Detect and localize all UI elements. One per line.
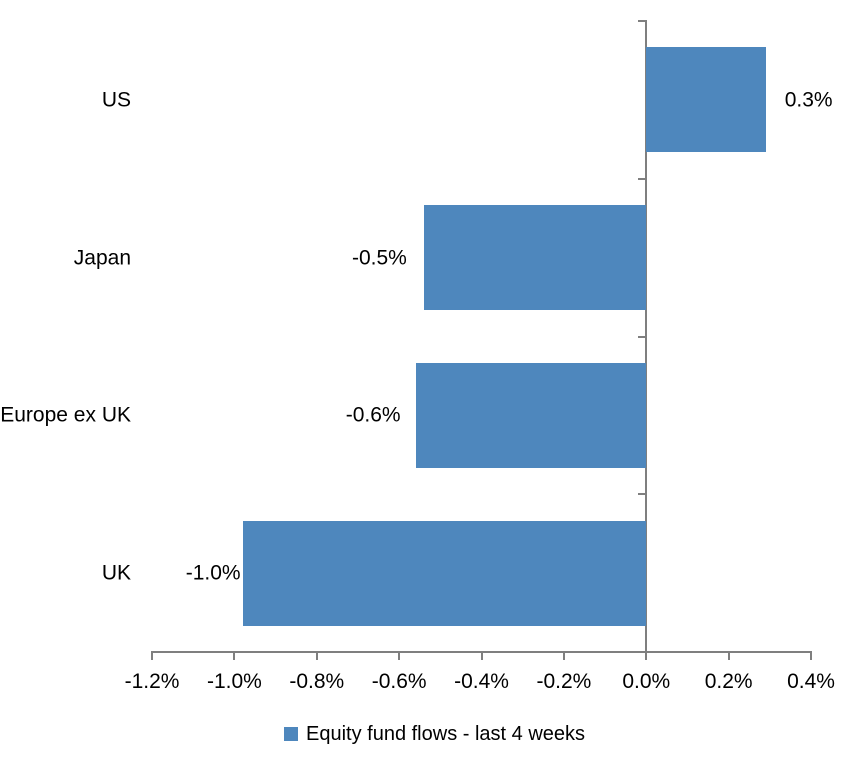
x-axis-tick bbox=[398, 652, 401, 660]
x-axis-tick bbox=[151, 652, 153, 660]
data-label-japan: -0.5% bbox=[351, 246, 407, 270]
category-axis-tick bbox=[638, 177, 646, 180]
category-axis-tick bbox=[638, 651, 646, 653]
x-axis-tick bbox=[315, 652, 318, 660]
bar-europe-ex-uk bbox=[415, 362, 647, 468]
x-axis-tick bbox=[810, 652, 812, 660]
x-tick-label: 0.0% bbox=[622, 670, 671, 693]
category-axis-tick bbox=[638, 20, 646, 22]
category-label-us: US bbox=[101, 88, 131, 112]
x-tick-label: -1.2% bbox=[124, 670, 180, 693]
x-tick-label: -0.6% bbox=[371, 670, 427, 693]
x-tick-label: -0.2% bbox=[536, 670, 592, 693]
x-tick-label: 0.4% bbox=[787, 670, 835, 693]
x-axis-tick bbox=[233, 652, 236, 660]
bar-uk bbox=[242, 520, 647, 626]
x-tick-label: 0.2% bbox=[704, 670, 753, 693]
legend-swatch-icon bbox=[284, 727, 298, 741]
bar-japan bbox=[423, 205, 647, 311]
x-tick-label: -0.8% bbox=[289, 670, 345, 693]
x-axis-tick bbox=[480, 652, 483, 660]
x-tick-label: -0.4% bbox=[454, 670, 509, 693]
x-axis-tick bbox=[727, 652, 730, 660]
legend: Equity fund flows - last 4 weeks bbox=[284, 724, 585, 744]
category-label-europe-ex-uk: Europe ex UK bbox=[0, 403, 131, 427]
x-axis-tick bbox=[562, 652, 565, 660]
category-label-uk: UK bbox=[101, 561, 131, 585]
category-axis-tick bbox=[638, 493, 646, 496]
zero-axis-line bbox=[645, 20, 648, 652]
legend-label: Equity fund flows - last 4 weeks bbox=[306, 723, 586, 745]
bar-us bbox=[646, 47, 766, 153]
category-axis-tick bbox=[638, 335, 646, 338]
data-label-uk: -1.0% bbox=[185, 561, 241, 585]
category-label-japan: Japan bbox=[73, 246, 131, 270]
data-label-us: 0.3% bbox=[784, 88, 833, 112]
data-label-europe-ex-uk: -0.6% bbox=[345, 403, 401, 427]
x-tick-label: -1.0% bbox=[206, 670, 262, 693]
x-axis-tick bbox=[645, 652, 648, 660]
